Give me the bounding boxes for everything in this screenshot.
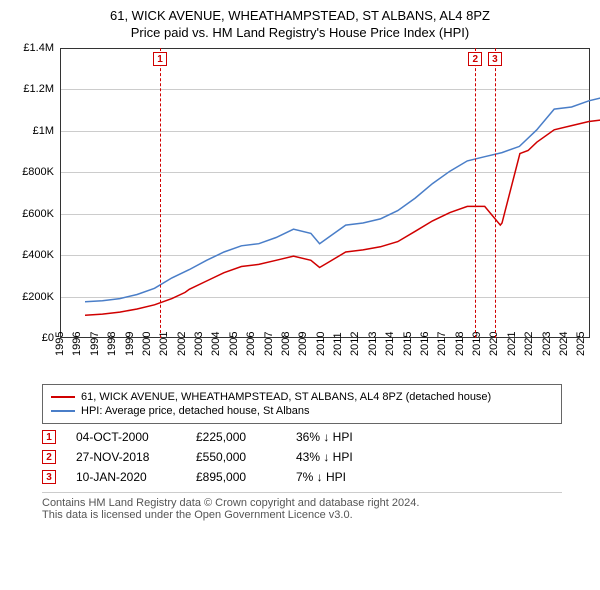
legend-swatch-property [51,396,75,398]
footer-line1: Contains HM Land Registry data © Crown c… [42,497,562,509]
y-tick-label: £200K [8,291,54,303]
event-diff: 7% ↓ HPI [296,470,346,484]
footer: Contains HM Land Registry data © Crown c… [42,492,562,521]
legend: 61, WICK AVENUE, WHEATHAMPSTEAD, ST ALBA… [42,384,562,424]
chart-subtitle: Price paid vs. HM Land Registry's House … [8,25,592,40]
marker-3: 3 [488,52,502,66]
legend-item-property: 61, WICK AVENUE, WHEATHAMPSTEAD, ST ALBA… [51,391,553,403]
event-marker: 1 [42,430,56,444]
line-svg [85,49,600,339]
y-tick-label: £400K [8,249,54,261]
footer-line2: This data is licensed under the Open Gov… [42,509,562,521]
event-price: £550,000 [196,450,276,464]
event-date: 04-OCT-2000 [76,430,176,444]
x-tick-label: 2025 [575,332,600,356]
marker-line-1 [160,48,161,338]
marker-2: 2 [468,52,482,66]
series-property [85,119,600,315]
legend-label-hpi: HPI: Average price, detached house, St A… [81,405,310,417]
marker-1: 1 [153,52,167,66]
event-marker: 3 [42,470,56,484]
legend-label-property: 61, WICK AVENUE, WHEATHAMPSTEAD, ST ALBA… [81,391,491,403]
y-tick-label: £800K [8,166,54,178]
event-row: 3 10-JAN-2020 £895,000 7% ↓ HPI [42,470,562,484]
series-hpi [85,97,600,302]
marker-line-3 [495,48,496,338]
event-row: 2 27-NOV-2018 £550,000 43% ↓ HPI [42,450,562,464]
y-tick-label: £600K [8,208,54,220]
y-tick-label: £0 [8,332,54,344]
y-tick-label: £1.2M [8,83,54,95]
event-row: 1 04-OCT-2000 £225,000 36% ↓ HPI [42,430,562,444]
event-date: 27-NOV-2018 [76,450,176,464]
legend-item-hpi: HPI: Average price, detached house, St A… [51,405,553,417]
marker-line-2 [475,48,476,338]
y-tick-label: £1M [8,125,54,137]
event-price: £895,000 [196,470,276,484]
chart-container: 61, WICK AVENUE, WHEATHAMPSTEAD, ST ALBA… [0,0,600,533]
event-marker: 2 [42,450,56,464]
chart-area: £0£200K£400K£600K£800K£1M£1.2M£1.4M 1995… [36,48,596,378]
plot-area [60,48,590,338]
event-diff: 43% ↓ HPI [296,450,353,464]
legend-swatch-hpi [51,410,75,412]
event-date: 10-JAN-2020 [76,470,176,484]
y-tick-label: £1.4M [8,42,54,54]
chart-title: 61, WICK AVENUE, WHEATHAMPSTEAD, ST ALBA… [8,8,592,23]
event-price: £225,000 [196,430,276,444]
events-table: 1 04-OCT-2000 £225,000 36% ↓ HPI 2 27-NOV-201… [42,430,562,484]
event-diff: 36% ↓ HPI [296,430,353,444]
